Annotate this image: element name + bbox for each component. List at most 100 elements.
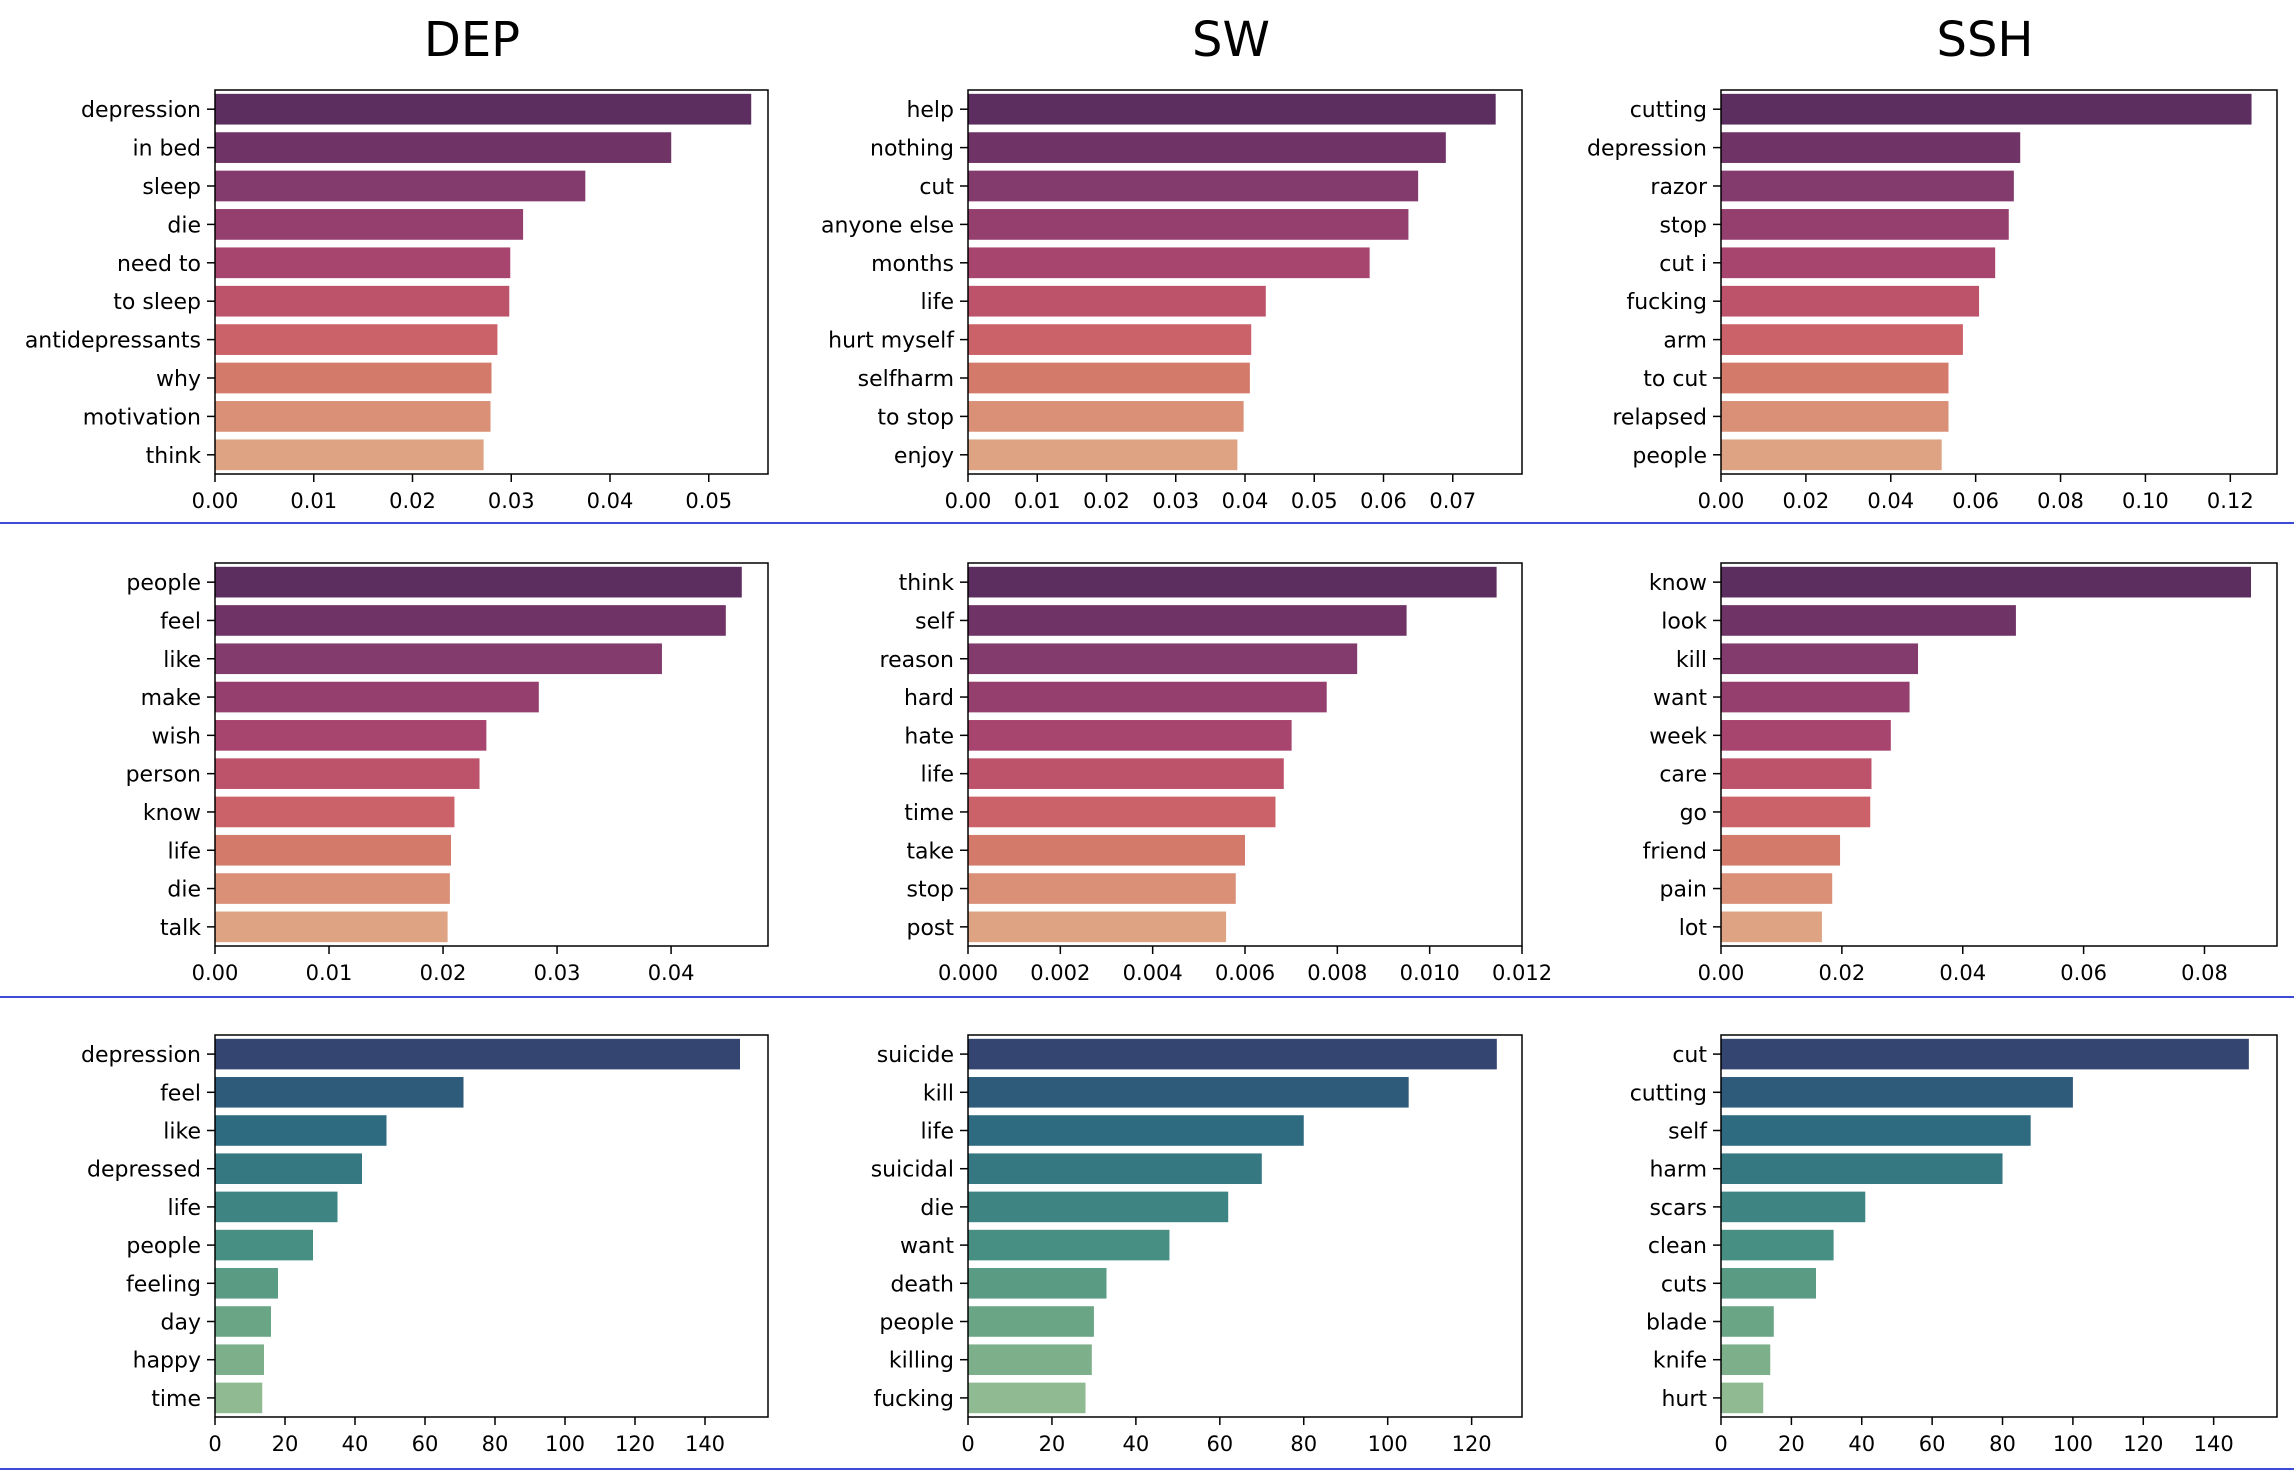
bar <box>968 720 1292 751</box>
bar <box>1721 247 1996 279</box>
bar <box>215 1229 313 1261</box>
y-tick-label: self <box>1668 1120 1708 1145</box>
x-tick-label: 0.04 <box>1939 961 1986 985</box>
x-tick-label: 0.010 <box>1400 961 1460 985</box>
bar <box>968 1077 1409 1108</box>
y-tick-label: wish <box>151 724 201 749</box>
y-tick-label: want <box>1653 686 1707 711</box>
y-tick-label: go <box>1680 801 1707 826</box>
y-tick-label: cuts <box>1661 1272 1707 1297</box>
bar <box>1721 911 1822 943</box>
bar <box>1721 1038 2249 1070</box>
column-title-dep: DEP <box>424 12 520 68</box>
bar <box>1721 209 2009 240</box>
bar <box>1721 1191 1866 1223</box>
bar <box>968 1344 1092 1375</box>
bar <box>968 643 1358 675</box>
y-tick-label: people <box>1632 444 1707 469</box>
bar <box>1721 873 1833 904</box>
x-tick-label: 120 <box>1452 1432 1492 1456</box>
bar <box>1721 1077 2073 1108</box>
y-tick-label: relapsed <box>1612 405 1707 430</box>
x-tick-label: 0.02 <box>1783 489 1830 513</box>
x-tick-label: 0.02 <box>1818 961 1865 985</box>
bar <box>215 285 510 317</box>
bar <box>215 566 742 598</box>
y-tick-label: week <box>1649 724 1707 749</box>
x-tick-label: 100 <box>2053 1432 2093 1456</box>
y-tick-label: post <box>906 916 954 941</box>
y-tick-label: kill <box>1676 648 1707 673</box>
bar <box>968 170 1419 202</box>
bar <box>215 362 492 394</box>
axes-frame <box>214 562 769 947</box>
y-tick-label: harm <box>1649 1158 1707 1183</box>
y-tick-label: blade <box>1646 1311 1707 1336</box>
x-tick-label: 0.00 <box>945 489 992 513</box>
y-tick-label: like <box>163 648 201 673</box>
y-tick-label: scars <box>1649 1196 1707 1221</box>
y-tick-label: depression <box>81 1043 201 1068</box>
bar <box>968 1115 1304 1146</box>
y-tick-label: people <box>126 1234 201 1259</box>
bar <box>215 1191 338 1223</box>
axes-frame <box>967 562 1523 947</box>
x-tick-label: 80 <box>1989 1432 2016 1456</box>
y-tick-label: motivation <box>83 405 201 430</box>
bar <box>215 1268 278 1299</box>
bar <box>1721 566 2252 598</box>
bar <box>968 132 1446 163</box>
y-tick-label: nothing <box>870 137 954 162</box>
y-tick-label: cut i <box>1659 252 1707 277</box>
y-tick-label: enjoy <box>894 444 954 469</box>
y-tick-label: hate <box>904 724 954 749</box>
x-tick-label: 100 <box>1368 1432 1408 1456</box>
y-tick-label: suicide <box>877 1043 954 1068</box>
column-title-sw: SW <box>1192 12 1270 68</box>
bar <box>215 1115 387 1146</box>
bar <box>968 362 1250 394</box>
bar <box>968 681 1327 713</box>
y-tick-label: die <box>920 1196 954 1221</box>
chart-panel-3: cutting depression razor stop cut i fucking ar… <box>1587 89 2278 513</box>
x-tick-label: 0.01 <box>1014 489 1061 513</box>
chart-panel-5: think self reason hard hate life time take stop p… <box>880 562 1552 985</box>
bar <box>968 873 1236 904</box>
bar <box>968 324 1252 355</box>
axes-frame <box>1720 89 2278 475</box>
chart-panel-8: suicide kill life suicidal die want death peopl… <box>871 1034 1523 1456</box>
bar <box>968 1382 1086 1414</box>
bar <box>968 247 1370 279</box>
y-tick-label: time <box>904 801 954 826</box>
x-tick-label: 0.03 <box>488 489 535 513</box>
y-tick-label: know <box>1649 571 1707 596</box>
x-tick-label: 0.02 <box>1083 489 1130 513</box>
bar <box>1721 1268 1817 1299</box>
bar <box>215 324 498 355</box>
y-tick-label: in bed <box>132 137 201 162</box>
x-tick-label: 0.10 <box>2122 489 2169 513</box>
x-tick-label: 60 <box>412 1432 439 1456</box>
x-tick-label: 0.04 <box>1222 489 1269 513</box>
y-tick-label: why <box>156 367 201 392</box>
bar <box>215 247 511 279</box>
y-tick-label: friend <box>1643 839 1707 864</box>
y-tick-label: help <box>906 98 954 123</box>
bar <box>1721 362 1949 394</box>
x-tick-label: 0.04 <box>587 489 634 513</box>
x-tick-label: 0.05 <box>1291 489 1338 513</box>
bar <box>968 834 1245 866</box>
y-tick-label: feeling <box>126 1272 201 1297</box>
y-tick-label: die <box>167 878 201 903</box>
x-tick-label: 0.12 <box>2207 489 2254 513</box>
bar <box>968 796 1276 828</box>
y-tick-label: feel <box>160 1081 201 1106</box>
x-tick-label: 0.00 <box>1698 961 1745 985</box>
bar <box>215 834 452 866</box>
y-tick-label: months <box>871 252 954 277</box>
x-tick-label: 0.08 <box>2037 489 2084 513</box>
bar <box>215 1382 263 1414</box>
y-tick-label: think <box>146 444 202 469</box>
bar <box>215 439 484 471</box>
